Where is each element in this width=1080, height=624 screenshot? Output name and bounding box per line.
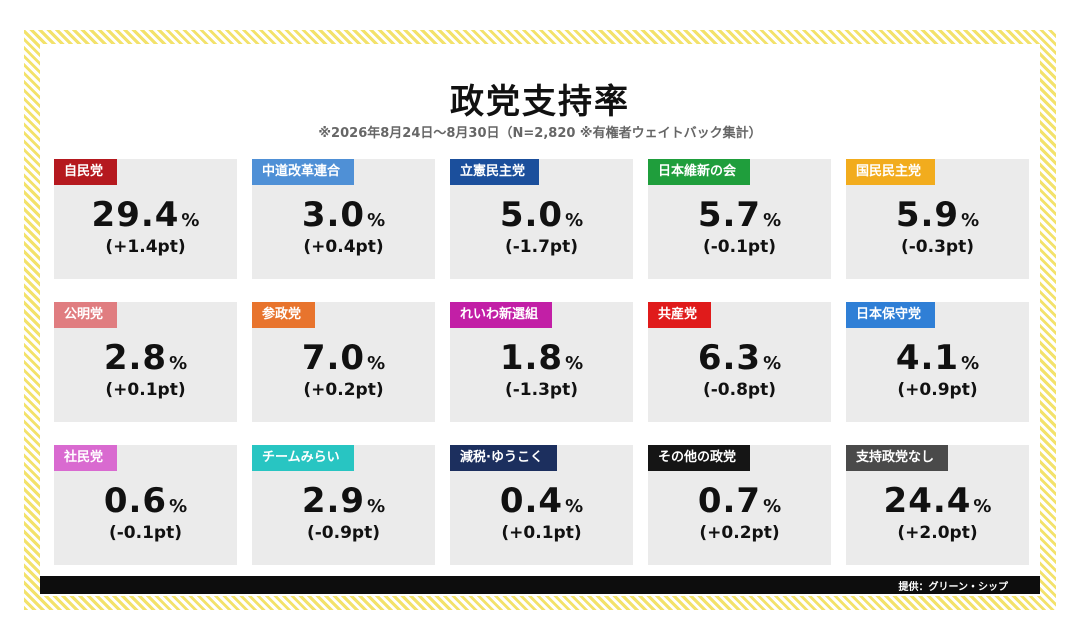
percent-sign: % — [169, 496, 188, 517]
change-value: (+0.1pt) — [105, 380, 186, 400]
support-value: 4.1% — [846, 338, 1029, 378]
support-number: 29.4 — [91, 195, 180, 235]
footer-bar: 提供：グリーン・シップ — [40, 576, 1040, 594]
change-value: (+1.4pt) — [105, 237, 186, 257]
chart-title: 政党支持率 — [450, 82, 630, 122]
change-value: (-0.3pt) — [900, 237, 974, 257]
party-card: 社民党 0.6% (-0.1pt) — [54, 445, 237, 565]
party-card: 公明党 2.8% (+0.1pt) — [54, 302, 237, 422]
change-value: (+0.9pt) — [897, 380, 978, 400]
party-card: チームみらい 2.9% (-0.9pt) — [252, 445, 435, 565]
support-value: 3.0% — [252, 195, 435, 235]
percent-sign: % — [181, 210, 200, 231]
percent-sign: % — [961, 353, 980, 374]
party-card: 自民党 29.4% (+1.4pt) — [54, 159, 237, 279]
support-number: 4.1 — [895, 338, 960, 378]
party-label: 日本保守党 — [846, 302, 936, 328]
percent-sign: % — [367, 353, 386, 374]
support-value: 2.9% — [252, 481, 435, 521]
party-label: 減税·ゆうこく — [450, 445, 557, 471]
party-card: 減税·ゆうこく 0.4% (+0.1pt) — [450, 445, 633, 565]
party-card: 日本維新の会 5.7% (-0.1pt) — [648, 159, 831, 279]
party-label: チームみらい — [252, 445, 354, 471]
change-value: (-0.9pt) — [306, 523, 380, 543]
party-label: れいわ新選組 — [450, 302, 553, 328]
party-label: 共産党 — [648, 302, 712, 328]
party-card: 中道改革連合 3.0% (+0.4pt) — [252, 159, 435, 279]
change-value: (+0.1pt) — [501, 523, 582, 543]
percent-sign: % — [763, 210, 782, 231]
support-value: 6.3% — [648, 338, 831, 378]
support-value: 5.9% — [846, 195, 1029, 235]
support-value: 2.8% — [54, 338, 237, 378]
party-card: 日本保守党 4.1% (+0.9pt) — [846, 302, 1029, 422]
support-number: 3.0 — [301, 195, 366, 235]
support-number: 5.0 — [499, 195, 564, 235]
percent-sign: % — [763, 353, 782, 374]
survey-note: ※2026年8月24日～8月30日（N=2,820 ※有権者ウェイトバック集計） — [318, 126, 762, 141]
change-value: (-0.1pt) — [702, 237, 776, 257]
support-number: 0.7 — [697, 481, 762, 521]
party-label: その他の政党 — [648, 445, 751, 471]
support-number: 7.0 — [301, 338, 366, 378]
percent-sign: % — [565, 353, 584, 374]
change-value: (-0.1pt) — [108, 523, 182, 543]
percent-sign: % — [367, 496, 386, 517]
party-label: 公明党 — [54, 302, 118, 328]
support-number: 1.8 — [499, 338, 564, 378]
change-value: (-0.8pt) — [702, 380, 776, 400]
panel: 政党支持率 ※2026年8月24日～8月30日（N=2,820 ※有権者ウェイト… — [40, 44, 1040, 596]
party-label: 中道改革連合 — [252, 159, 355, 185]
support-number: 0.4 — [499, 481, 564, 521]
party-card: その他の政党 0.7% (+0.2pt) — [648, 445, 831, 565]
party-label: 参政党 — [252, 302, 316, 328]
support-value: 0.7% — [648, 481, 831, 521]
party-card: 支持政党なし 24.4% (+2.0pt) — [846, 445, 1029, 565]
percent-sign: % — [961, 210, 980, 231]
percent-sign: % — [565, 496, 584, 517]
party-label: 社民党 — [54, 445, 118, 471]
party-card: れいわ新選組 1.8% (-1.3pt) — [450, 302, 633, 422]
party-card: 立憲民主党 5.0% (-1.7pt) — [450, 159, 633, 279]
support-number: 2.8 — [103, 338, 168, 378]
change-value: (-1.3pt) — [504, 380, 578, 400]
credit-text: 提供：グリーン・シップ — [898, 582, 1009, 593]
percent-sign: % — [763, 496, 782, 517]
change-value: (+0.2pt) — [699, 523, 780, 543]
support-value: 5.0% — [450, 195, 633, 235]
striped-frame: 政党支持率 ※2026年8月24日～8月30日（N=2,820 ※有権者ウェイト… — [24, 30, 1056, 610]
party-label: 支持政党なし — [846, 445, 949, 471]
party-label: 国民民主党 — [846, 159, 936, 185]
change-value: (+0.4pt) — [303, 237, 384, 257]
support-value: 0.4% — [450, 481, 633, 521]
support-value: 0.6% — [54, 481, 237, 521]
support-value: 1.8% — [450, 338, 633, 378]
party-card: 共産党 6.3% (-0.8pt) — [648, 302, 831, 422]
support-number: 5.9 — [895, 195, 960, 235]
support-value: 24.4% — [846, 481, 1029, 521]
support-value: 29.4% — [54, 195, 237, 235]
party-card: 参政党 7.0% (+0.2pt) — [252, 302, 435, 422]
support-number: 0.6 — [103, 481, 168, 521]
party-label: 自民党 — [54, 159, 118, 185]
support-value: 5.7% — [648, 195, 831, 235]
party-label: 日本維新の会 — [648, 159, 751, 185]
percent-sign: % — [565, 210, 584, 231]
change-value: (+2.0pt) — [897, 523, 978, 543]
party-label: 立憲民主党 — [450, 159, 540, 185]
change-value: (+0.2pt) — [303, 380, 384, 400]
support-number: 24.4 — [883, 481, 972, 521]
party-card: 国民民主党 5.9% (-0.3pt) — [846, 159, 1029, 279]
support-number: 5.7 — [697, 195, 762, 235]
support-number: 6.3 — [697, 338, 762, 378]
percent-sign: % — [169, 353, 188, 374]
percent-sign: % — [973, 496, 992, 517]
support-number: 2.9 — [301, 481, 366, 521]
support-value: 7.0% — [252, 338, 435, 378]
change-value: (-1.7pt) — [504, 237, 578, 257]
percent-sign: % — [367, 210, 386, 231]
